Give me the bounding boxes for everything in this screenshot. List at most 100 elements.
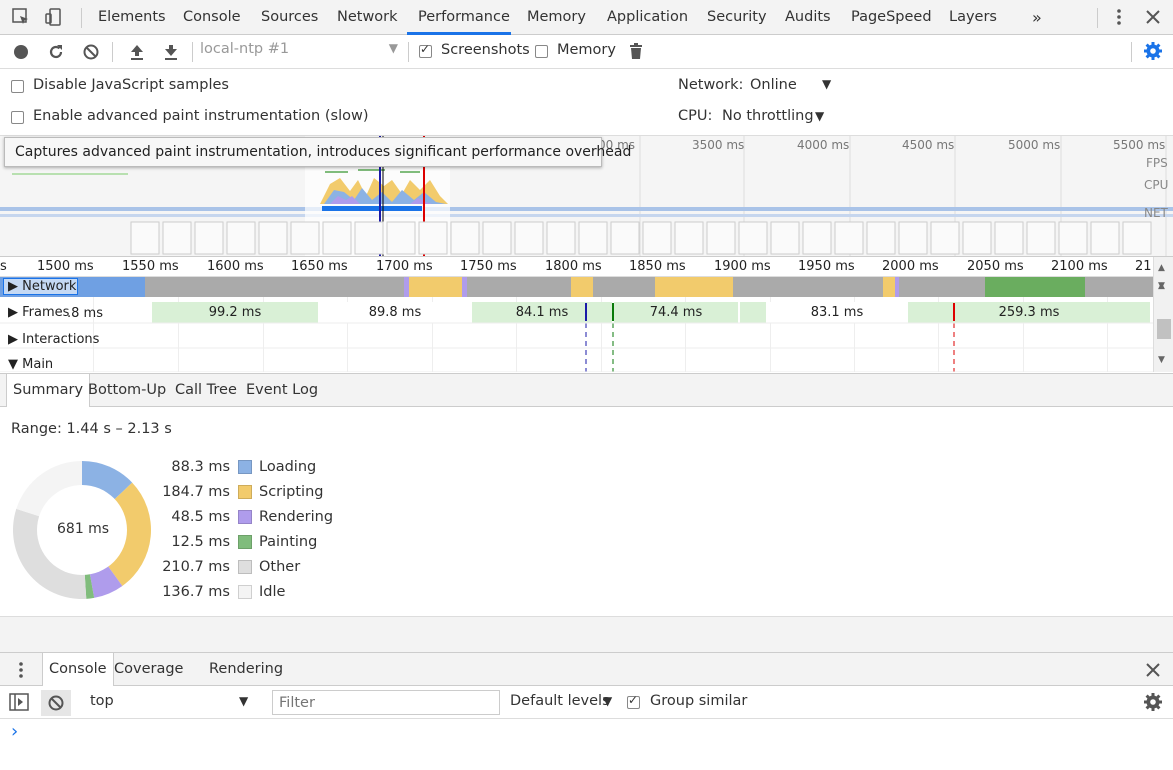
- range-label: Range: 1.44 s – 2.13 s: [11, 421, 172, 437]
- record-icon[interactable]: [10, 41, 32, 63]
- clear-console-icon[interactable]: [41, 690, 71, 716]
- ruler-tick: 1850 ms: [629, 259, 686, 274]
- context-select[interactable]: top: [90, 693, 114, 709]
- gridline: [685, 277, 686, 372]
- console-prompt-area[interactable]: ›: [0, 719, 1173, 770]
- network-track: [0, 277, 1153, 297]
- tab-performance[interactable]: Performance: [418, 9, 510, 25]
- overview-tick: 5500 ms: [1113, 138, 1166, 152]
- frame-box[interactable]: 74.4 ms: [614, 302, 738, 323]
- disable-js-samples-checkbox[interactable]: [11, 80, 24, 93]
- chevron-double-right-icon[interactable]: »: [1032, 8, 1042, 27]
- upload-icon[interactable]: [126, 41, 148, 63]
- ruler-tick: 1700 ms: [376, 259, 433, 274]
- drawer-tab-console[interactable]: Console: [42, 653, 114, 687]
- tab-console[interactable]: Console: [183, 9, 241, 25]
- network-throttle-select[interactable]: Online: [750, 77, 797, 93]
- settings-gear-icon[interactable]: [1142, 40, 1164, 62]
- overview-tick: 3500 ms: [692, 138, 745, 152]
- legend-value: 184.7 ms: [162, 483, 230, 500]
- tab-memory[interactable]: Memory: [527, 9, 586, 25]
- frame-box[interactable]: 83.1 ms: [768, 302, 906, 323]
- cpu-label: CPU:: [678, 108, 713, 124]
- tab-summary[interactable]: Summary: [6, 374, 91, 408]
- vertical-dots-icon[interactable]: [1108, 6, 1130, 28]
- close-icon[interactable]: [1142, 6, 1164, 28]
- overview-tick: 00 ms: [598, 138, 636, 152]
- legend-value: 210.7 ms: [162, 558, 230, 575]
- scroll-up-icon[interactable]: ▲: [1158, 281, 1165, 291]
- overview-tick: 5000 ms: [1008, 138, 1061, 152]
- network-label-text: Network: [22, 279, 77, 294]
- gridline: [178, 277, 179, 372]
- legend-value: 48.5 ms: [171, 508, 230, 525]
- separator: [192, 42, 193, 62]
- tab-audits[interactable]: Audits: [785, 9, 831, 25]
- profile-select-value: local-ntp #1: [200, 41, 290, 57]
- network-track-header[interactable]: ▶ Network: [3, 278, 78, 295]
- ruler-tick: 1900 ms: [714, 259, 771, 274]
- frame-box[interactable]: [740, 302, 766, 323]
- gridline: [263, 277, 264, 372]
- overview-tick: 4500 ms: [902, 138, 955, 152]
- group-similar-checkbox[interactable]: [627, 693, 640, 709]
- download-icon[interactable]: [160, 41, 182, 63]
- tab-bottom-up[interactable]: Bottom-Up: [88, 382, 167, 398]
- screenshots-checkbox[interactable]: [419, 42, 432, 58]
- clear-icon[interactable]: [80, 41, 102, 63]
- scroll-down-small-icon[interactable]: ▼: [1158, 281, 1165, 291]
- memory-label: Memory: [557, 42, 616, 58]
- chevron-down-icon: ▼: [603, 694, 613, 708]
- separator: [408, 42, 409, 62]
- fps-label: FPS: [1146, 156, 1168, 170]
- device-toolbar-icon[interactable]: [43, 6, 65, 28]
- main-track-label[interactable]: ▼ Main: [8, 357, 54, 372]
- timeline-tracks[interactable]: ▶ Network ▶ Frames .8 ms 99.2 ms 89.8 ms…: [0, 277, 1153, 372]
- log-levels-select[interactable]: Default levels: [510, 693, 610, 709]
- tab-sources[interactable]: Sources: [261, 9, 319, 25]
- memory-checkbox[interactable]: [535, 45, 548, 58]
- tab-security[interactable]: Security: [707, 9, 767, 25]
- tab-network[interactable]: Network: [337, 9, 398, 25]
- drawer-tabs: Console Coverage Rendering: [0, 652, 1173, 687]
- frames-track-label[interactable]: ▶ Frames: [8, 305, 70, 320]
- enable-paint-checkbox[interactable]: [11, 111, 24, 124]
- performance-toolbar: local-ntp #1 ▼ Screenshots Memory: [0, 35, 1173, 69]
- gridline: [516, 277, 517, 372]
- tab-elements[interactable]: Elements: [98, 9, 166, 25]
- tracks-scrollbar[interactable]: ▲ ▼ ▲ ▼: [1153, 257, 1173, 372]
- frame-box[interactable]: 259.3 ms: [908, 302, 1150, 323]
- cpu-throttle-select[interactable]: No throttling: [722, 108, 814, 124]
- tab-pagespeed[interactable]: PageSpeed: [851, 9, 932, 25]
- profile-select[interactable]: local-ntp #1 ▼: [200, 41, 400, 63]
- legend-label: Loading: [259, 458, 317, 475]
- scrollbar-thumb[interactable]: [1157, 319, 1171, 339]
- legend-swatch: [238, 559, 252, 574]
- legend-label: Other: [259, 558, 301, 575]
- sidebar-toggle-icon[interactable]: [8, 691, 30, 713]
- drawer-menu-icon[interactable]: [10, 659, 32, 681]
- inspect-element-icon[interactable]: [10, 6, 32, 28]
- tab-event-log[interactable]: Event Log: [246, 382, 319, 398]
- tab-application[interactable]: Application: [607, 9, 689, 25]
- reload-record-icon[interactable]: [45, 41, 67, 63]
- tab-call-tree[interactable]: Call Tree: [175, 382, 237, 398]
- scroll-up-small-icon[interactable]: ▲: [1158, 263, 1165, 273]
- console-filter-input[interactable]: [272, 690, 500, 715]
- drawer-close-icon[interactable]: [1142, 659, 1164, 681]
- trash-icon[interactable]: [625, 40, 647, 62]
- drawer-tab-coverage[interactable]: Coverage: [114, 661, 184, 677]
- console-settings-icon[interactable]: [1142, 691, 1164, 713]
- disable-js-samples-label: Disable JavaScript samples: [33, 77, 229, 93]
- gridline: [770, 277, 771, 372]
- frame-box[interactable]: 84.1 ms: [472, 302, 612, 323]
- scroll-down-icon[interactable]: ▼: [1158, 355, 1165, 365]
- interactions-track-label[interactable]: ▶ Interactions: [8, 332, 100, 347]
- tooltip: Captures advanced paint instrumentation,…: [4, 137, 631, 167]
- legend-value: 136.7 ms: [162, 583, 230, 600]
- frame-box[interactable]: 89.8 ms: [320, 302, 470, 323]
- tab-layers[interactable]: Layers: [949, 9, 997, 25]
- frame-box[interactable]: 99.2 ms: [152, 302, 318, 323]
- ruler-tick: 2000 ms: [882, 259, 939, 274]
- drawer-tab-rendering[interactable]: Rendering: [209, 661, 284, 677]
